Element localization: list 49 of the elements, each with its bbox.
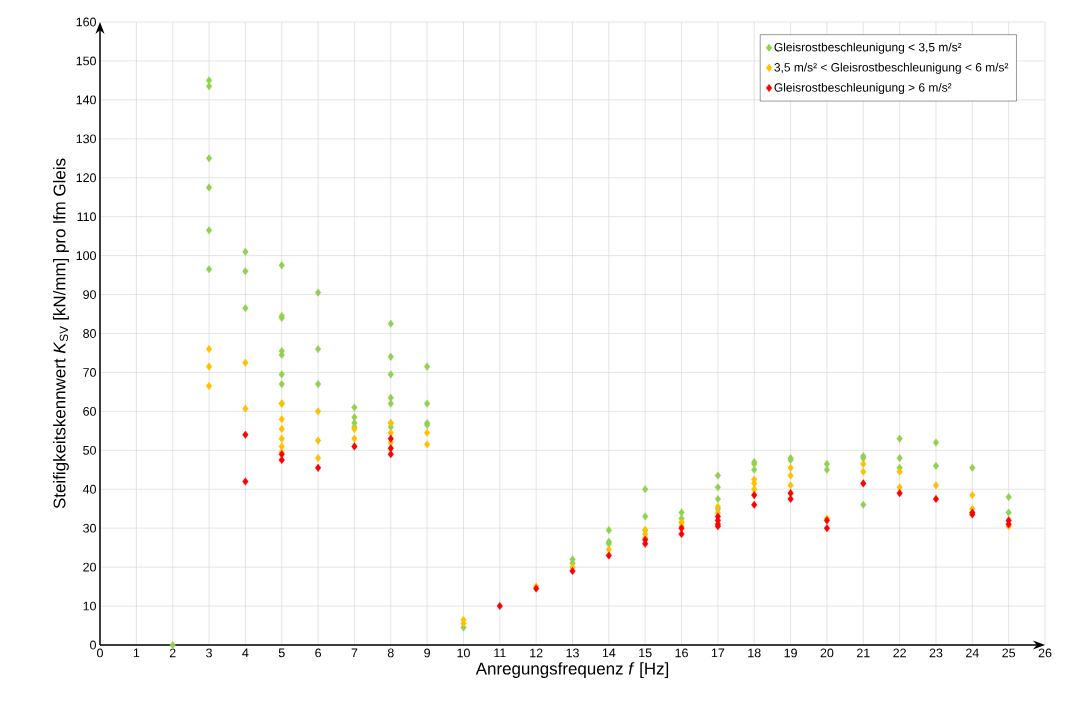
x-tick-label: 21	[856, 648, 870, 658]
x-tick-label: 15	[639, 648, 652, 658]
y-tick-label: 150	[76, 56, 96, 66]
x-tick-label: 22	[893, 648, 906, 658]
x-tick-label: 17	[711, 648, 725, 658]
x-tick-label: 19	[784, 648, 797, 658]
x-tick-label: 13	[566, 648, 579, 658]
x-tick-label: 24	[966, 648, 979, 658]
x-tick-label: 9	[424, 648, 430, 658]
y-tick-label: 80	[83, 329, 96, 338]
y-tick-label: 120	[76, 173, 96, 183]
y-tick-label: 50	[83, 445, 96, 455]
y-tick-label: 100	[76, 251, 96, 261]
y-tick-label: 10	[83, 601, 96, 611]
legend-label: 3,5 m/s² < Gleisrostbeschleunigung < 6 m/s²	[774, 62, 1009, 74]
x-tick-label: 2	[169, 648, 176, 658]
x-tick-label: 20	[820, 648, 834, 658]
x-tick-label: 6	[315, 648, 321, 658]
y-tick-label: 0	[90, 640, 96, 650]
x-tick-label: 12	[530, 648, 543, 658]
x-tick-label: 25	[1002, 648, 1016, 658]
x-tick-label: 3	[206, 648, 212, 658]
y-tick-label: 160	[76, 17, 96, 27]
y-tick-label: 20	[83, 562, 96, 572]
y-tick-label: 140	[76, 95, 96, 105]
y-tick-label: 130	[76, 134, 96, 144]
x-tick-label: 5	[278, 648, 285, 658]
y-axis-title: Steifigkeitskennwert K$_{SV}$ [kN/mm] pro lfm Gleis	[53, 158, 69, 509]
x-tick-label: 11	[494, 648, 506, 658]
y-tick-label: 90	[83, 290, 96, 299]
x-tick-label: 14	[602, 648, 616, 658]
y-tick-label: 60	[83, 406, 96, 416]
y-tick-label: 110	[77, 212, 96, 222]
x-tick-label: 8	[387, 648, 394, 658]
x-tick-label: 26	[1038, 648, 1052, 658]
x-tick-label: 4	[242, 648, 249, 658]
x-tick-label: 23	[929, 648, 943, 658]
legend-label: Gleisrostbeschleunigung < 3,5 m/s²	[774, 42, 962, 54]
x-tick-label: 0	[97, 648, 103, 658]
x-tick-label: 1	[133, 648, 140, 658]
x-axis-title: Anregungsfrequenz f [Hz]	[475, 662, 669, 678]
x-tick-label: 7	[351, 648, 358, 658]
x-tick-label: 16	[675, 648, 688, 658]
x-tick-label: 18	[748, 648, 761, 658]
y-tick-label: 70	[83, 368, 96, 377]
x-tick-label: 10	[457, 648, 470, 658]
y-tick-label: 30	[83, 523, 96, 533]
y-tick-label: 40	[82, 484, 96, 494]
legend-label: Gleisrostbeschleunigung > 6 m/s²	[774, 82, 952, 95]
